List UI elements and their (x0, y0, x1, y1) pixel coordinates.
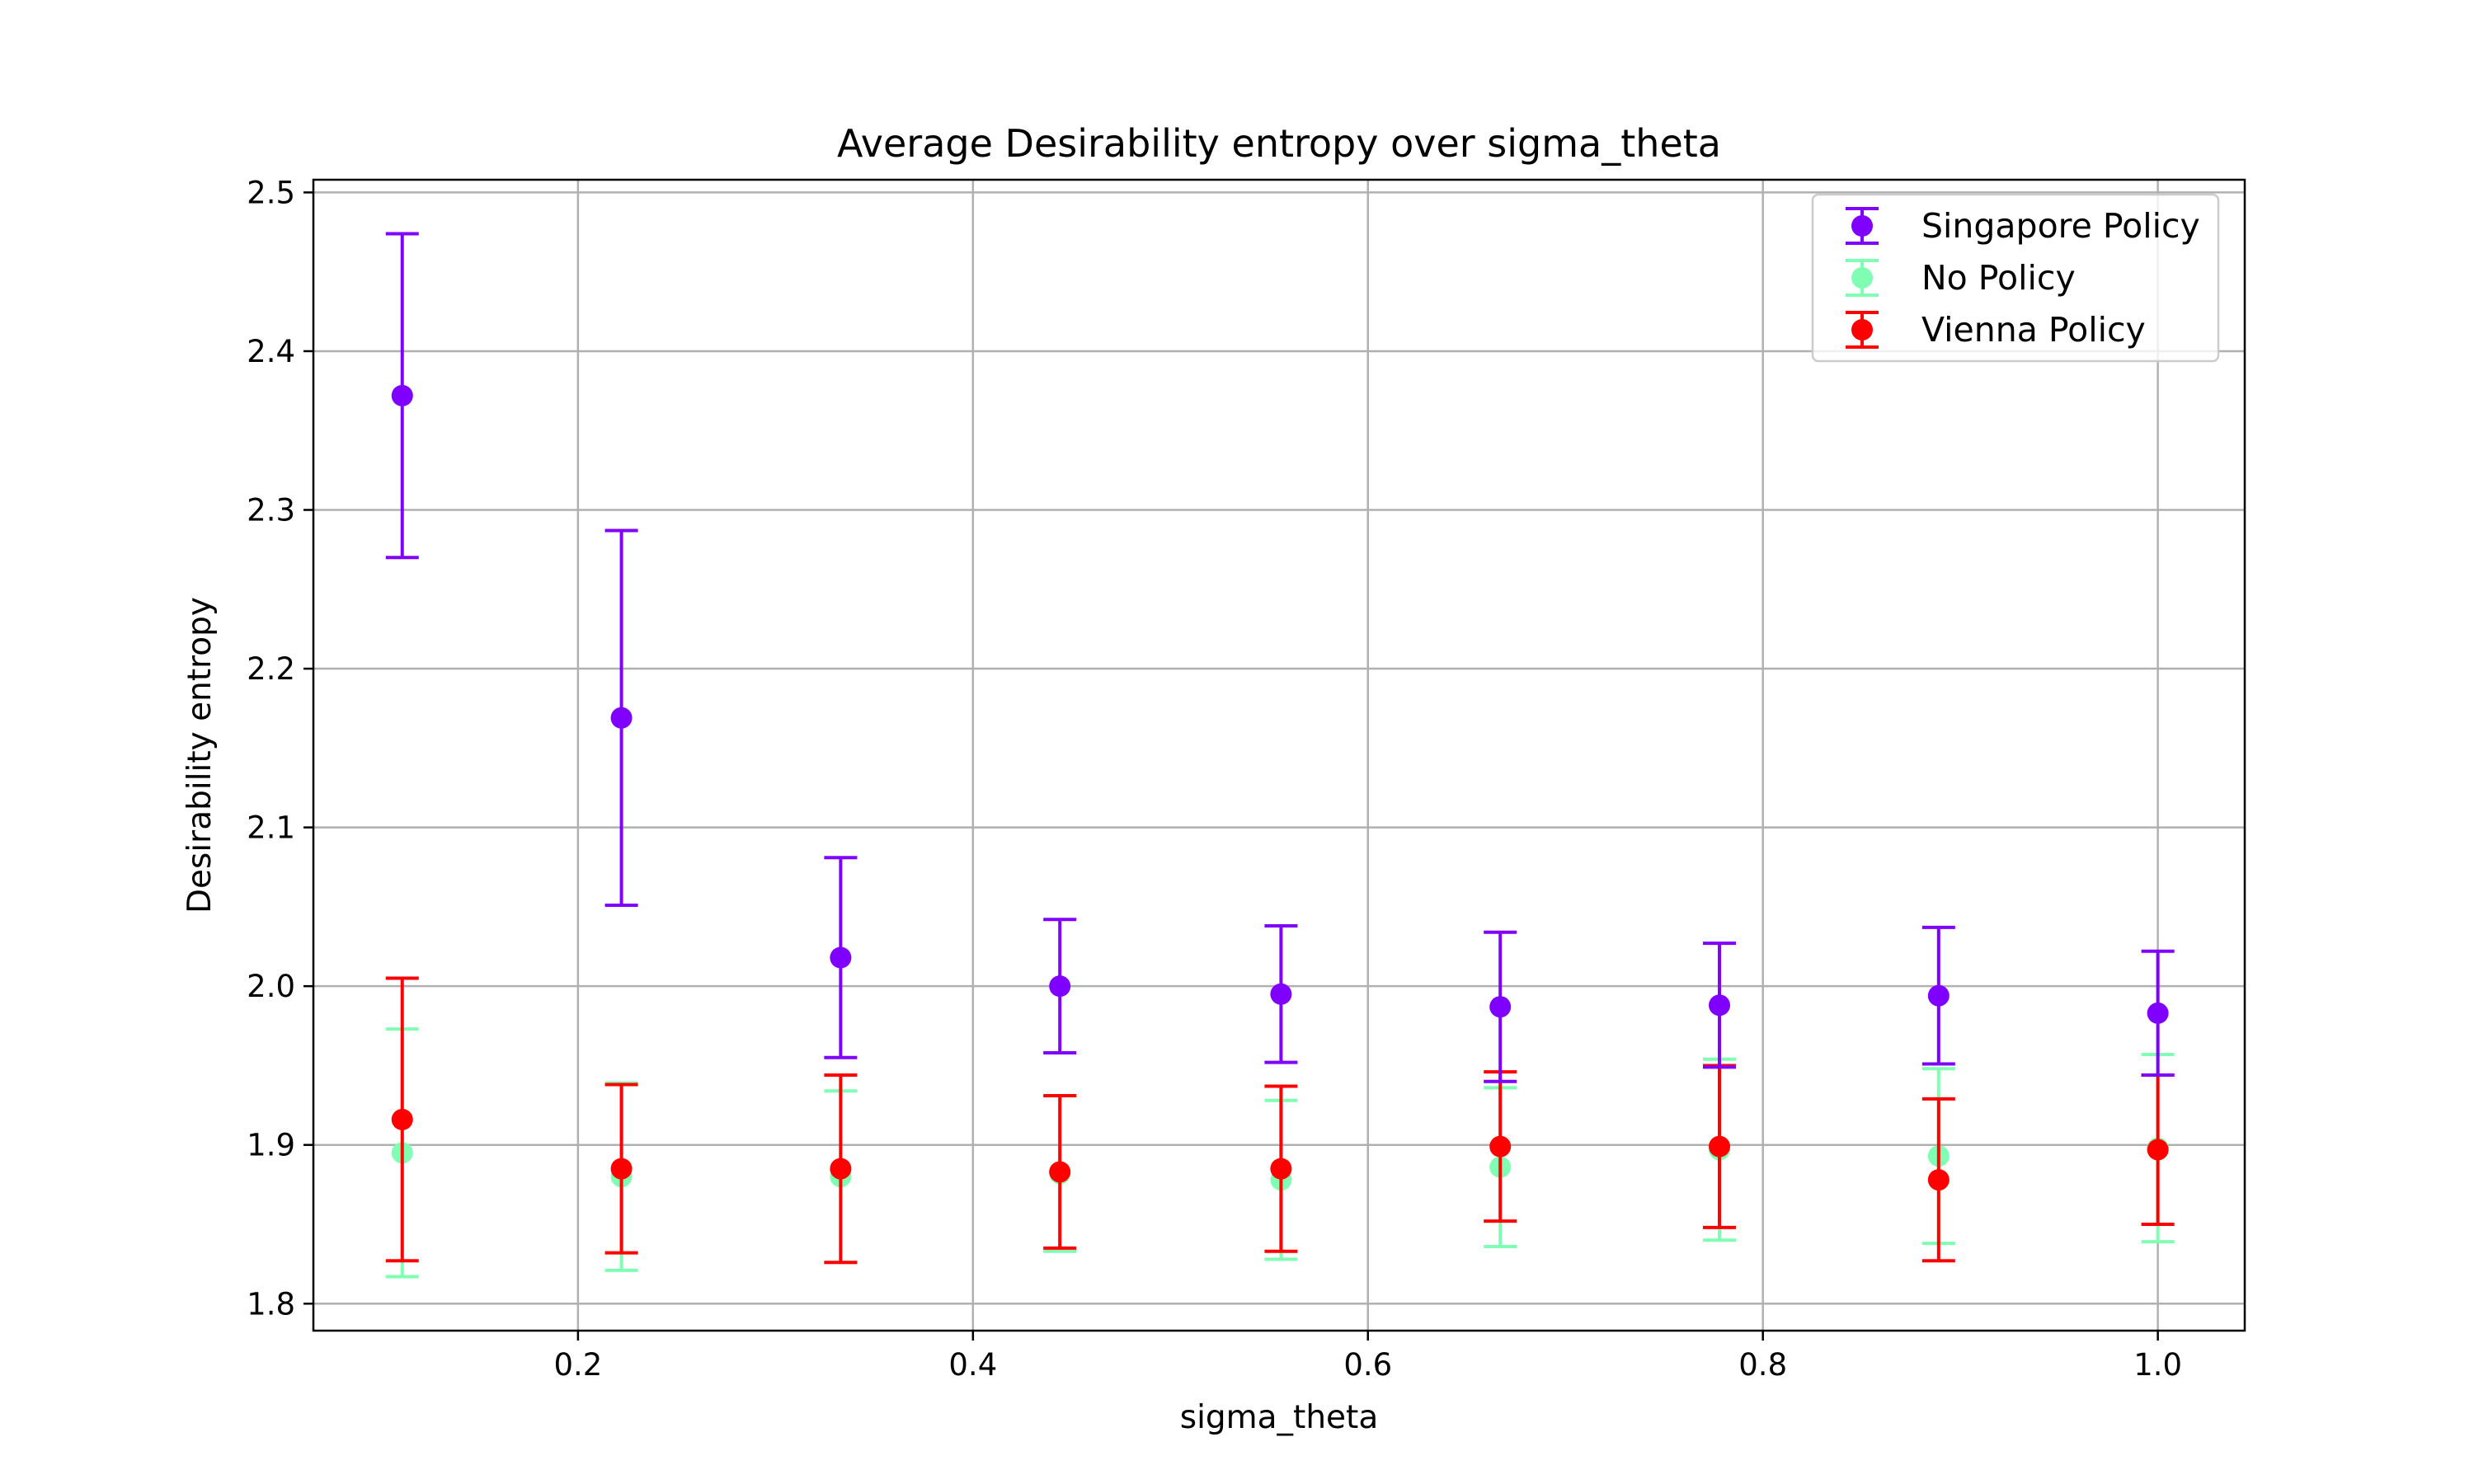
legend-label: Vienna Policy (1921, 310, 2146, 350)
data-point (1049, 1161, 1071, 1183)
data-point (1709, 1135, 1731, 1158)
legend: Singapore Policy No Policy Vienna Policy (1811, 193, 2220, 363)
legend-item-no-policy: No Policy (1846, 258, 2076, 298)
legend-marker (1851, 215, 1873, 237)
grid (313, 180, 2245, 1331)
legend-box (1811, 193, 2220, 363)
legend-label: Singapore Policy (1921, 206, 2200, 246)
plot-frame (312, 178, 2246, 1332)
data-point (830, 946, 852, 969)
y-axis-label: Desirability entropy (181, 597, 219, 913)
ticks: 0.2 0.4 0.6 0.8 1.0 1.8 1.9 2.0 2.1 2.2 2.3 2.4 2.5 (247, 175, 2182, 1383)
data-point (1489, 996, 1512, 1018)
data-point (1489, 1135, 1512, 1158)
data-point (391, 384, 413, 406)
x-tick-label: 0.2 (553, 1347, 602, 1383)
x-tick-label: 0.6 (1343, 1347, 1392, 1383)
legend-item-singapore-policy: Singapore Policy (1846, 206, 2200, 246)
data-point (2147, 1002, 2169, 1024)
y-tick-label: 2.4 (247, 334, 295, 369)
legend-marker (1851, 267, 1873, 289)
chart-title: Average Desirability entropy over sigma_… (837, 121, 1721, 166)
y-tick-label: 1.9 (247, 1128, 295, 1163)
data-point (1927, 1169, 1950, 1191)
data-point (830, 1158, 852, 1180)
series-layer (385, 232, 2175, 1279)
y-tick-label: 1.8 (247, 1286, 295, 1322)
data-point (1049, 975, 1071, 998)
data-point (610, 707, 633, 729)
x-tick-label: 0.8 (1738, 1347, 1787, 1383)
data-point (610, 1158, 633, 1180)
data-point (1270, 983, 1292, 1005)
data-point (391, 1108, 413, 1130)
y-tick-label: 2.2 (247, 651, 295, 687)
x-tick-label: 0.4 (948, 1347, 997, 1383)
x-tick-label: 1.0 (2133, 1347, 2182, 1383)
series-singapore-policy (385, 232, 2175, 1083)
x-axis-label: sigma_theta (1180, 1399, 1379, 1436)
y-tick-label: 2.1 (247, 810, 295, 846)
data-point (1270, 1158, 1292, 1180)
y-tick-label: 2.5 (247, 175, 295, 210)
series-vienna-policy (385, 976, 2175, 1265)
y-tick-label: 2.0 (247, 969, 295, 1004)
legend-item-vienna-policy: Vienna Policy (1846, 310, 2146, 350)
data-point (1709, 994, 1731, 1017)
data-point (1927, 984, 1950, 1007)
legend-marker (1851, 319, 1873, 340)
y-tick-label: 2.3 (247, 493, 295, 528)
legend-label: No Policy (1921, 258, 2076, 298)
data-point (2147, 1139, 2169, 1161)
